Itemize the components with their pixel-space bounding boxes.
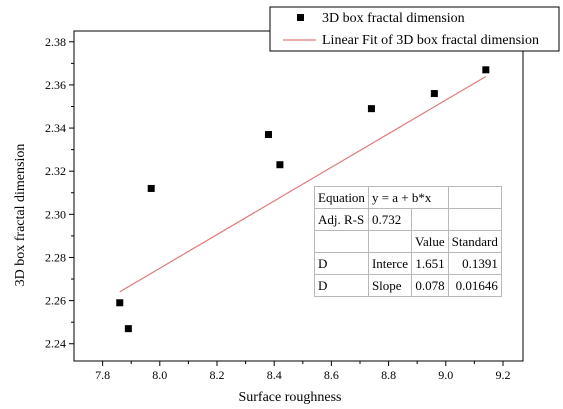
- data-point: [264, 131, 272, 139]
- legend-box: [269, 6, 560, 52]
- legend: 3D box fractal dimension Linear Fit of 3…: [269, 6, 560, 52]
- y-tick-label: 2.28: [45, 250, 66, 264]
- table-cell: Equation: [314, 186, 369, 209]
- x-tick-label: 7.8: [95, 368, 110, 382]
- fit-results-table: Equation y = a + b*x Adj. R-S 0.732 Valu…: [314, 186, 502, 297]
- x-tick-label: 9.2: [495, 368, 510, 382]
- legend-marker-square: [297, 14, 304, 21]
- table-cell: D: [314, 252, 369, 275]
- table-cell: [314, 230, 369, 253]
- data-point: [116, 299, 124, 307]
- y-tick-label: 2.26: [45, 294, 66, 308]
- y-axis-label: 3D box fractal dimension: [13, 144, 28, 287]
- x-tick-label: 8.8: [381, 368, 396, 382]
- table-cell: Interce: [367, 252, 413, 275]
- table-cell: 1.651: [411, 252, 449, 275]
- table-cell: 0.732: [367, 208, 413, 231]
- table-row: Value Standard: [314, 230, 502, 253]
- x-tick-label: 8.0: [152, 368, 167, 382]
- y-tick-label: 2.36: [45, 78, 66, 92]
- table-cell: [411, 208, 449, 231]
- y-tick-label: 2.24: [45, 337, 66, 351]
- x-tick-label: 9.0: [438, 368, 453, 382]
- table-row: D Interce 1.651 0.1391: [314, 252, 502, 275]
- legend-item-series: 3D box fractal dimension: [322, 11, 465, 26]
- table-cell: D: [314, 274, 369, 297]
- x-tick-label: 8.2: [209, 368, 224, 382]
- table-cell: 0.1391: [447, 252, 502, 275]
- table-cell: 0.01646: [447, 274, 502, 297]
- table-cell: [367, 230, 413, 253]
- table-row: Equation y = a + b*x: [314, 186, 502, 209]
- x-axis-ticks: 7.8 8.0 8.2 8.4 8.6 8.8 9.0 9.2: [95, 361, 510, 382]
- table-cell: [447, 186, 502, 209]
- table-cell: y = a + b*x: [367, 186, 449, 209]
- table-cell: Value: [411, 230, 449, 253]
- data-point: [430, 90, 438, 98]
- y-tick-label: 2.30: [45, 207, 66, 221]
- y-axis-ticks: 2.24 2.26 2.28 2.30 2.32 2.34 2.36 2.38: [45, 35, 74, 351]
- table-cell: 0.078: [411, 274, 449, 297]
- table-cell: Standard: [447, 230, 502, 253]
- linear-fit-line: [119, 75, 487, 293]
- data-point: [367, 105, 375, 113]
- x-tick-label: 8.4: [267, 368, 282, 382]
- legend-item-fit: Linear Fit of 3D box fractal dimension: [322, 33, 539, 48]
- y-tick-label: 2.38: [45, 35, 66, 49]
- data-point: [124, 325, 132, 333]
- table-row: D Slope 0.078 0.01646: [314, 274, 502, 297]
- data-point: [276, 161, 284, 169]
- y-tick-label: 2.34: [45, 121, 66, 135]
- table-cell: Adj. R-S: [314, 208, 369, 231]
- table-cell: Slope: [367, 274, 413, 297]
- table-cell: [447, 208, 502, 231]
- y-tick-label: 2.32: [45, 164, 66, 178]
- x-tick-label: 8.6: [324, 368, 339, 382]
- data-point: [147, 184, 155, 192]
- x-axis-label: Surface roughness: [238, 390, 341, 405]
- table-row: Adj. R-S 0.732: [314, 208, 502, 231]
- data-point: [482, 66, 490, 74]
